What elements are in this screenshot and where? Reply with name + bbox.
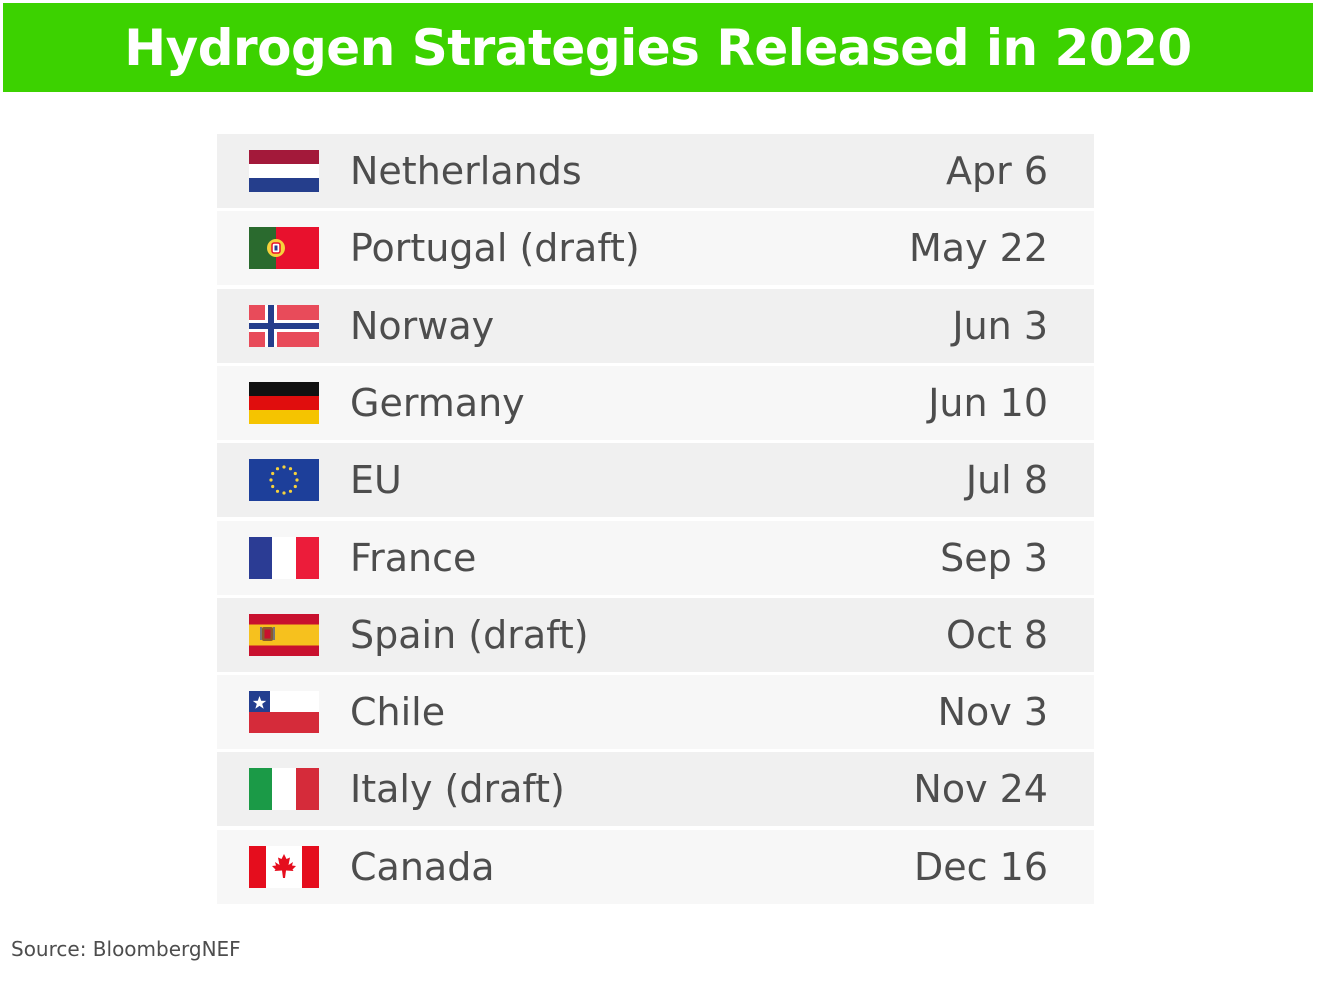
country-name: Germany: [350, 381, 525, 425]
country-name: EU: [350, 458, 402, 502]
table-row: Canada Dec 16: [217, 830, 1094, 904]
spain-flag: [249, 614, 319, 656]
italy-flag: [249, 768, 319, 810]
france-flag: [249, 537, 319, 579]
release-date: May 22: [909, 226, 1048, 270]
eu-flag: [249, 459, 319, 501]
release-date: Sep 3: [940, 536, 1048, 580]
netherlands-flag: [249, 150, 319, 192]
table-row: Netherlands Apr 6: [217, 134, 1094, 208]
release-date: Jul 8: [965, 458, 1048, 502]
title-banner: Hydrogen Strategies Released in 2020: [3, 3, 1313, 92]
portugal-flag: [249, 227, 319, 269]
table-row: France Sep 3: [217, 521, 1094, 595]
country-name: Chile: [350, 690, 446, 734]
norway-flag: [249, 305, 319, 347]
country-name: Spain (draft): [350, 613, 589, 657]
release-date: Nov 3: [937, 690, 1048, 734]
release-date: Apr 6: [946, 149, 1048, 193]
country-name: Portugal (draft): [350, 226, 640, 270]
canada-flag: [249, 846, 319, 888]
table-row: EU Jul 8: [217, 443, 1094, 517]
country-name: Norway: [350, 304, 495, 348]
release-date: Oct 8: [946, 613, 1048, 657]
country-name: France: [350, 536, 477, 580]
table-row: Chile Nov 3: [217, 675, 1094, 749]
strategy-table: Netherlands Apr 6 Portugal (draft) May 22 No…: [217, 134, 1094, 904]
country-name: Netherlands: [350, 149, 582, 193]
release-date: Jun 3: [952, 304, 1048, 348]
source-note: Source: BloombergNEF: [11, 937, 241, 961]
country-name: Canada: [350, 845, 495, 889]
table-row: Spain (draft) Oct 8: [217, 598, 1094, 672]
release-date: Nov 24: [913, 767, 1048, 811]
table-row: Norway Jun 3: [217, 289, 1094, 363]
germany-flag: [249, 382, 319, 424]
chile-flag: [249, 691, 319, 733]
table-row: Italy (draft) Nov 24: [217, 752, 1094, 826]
page-title: Hydrogen Strategies Released in 2020: [124, 18, 1192, 77]
country-name: Italy (draft): [350, 767, 565, 811]
table-row: Germany Jun 10: [217, 366, 1094, 440]
release-date: Dec 16: [914, 845, 1048, 889]
table-row: Portugal (draft) May 22: [217, 211, 1094, 285]
release-date: Jun 10: [928, 381, 1048, 425]
